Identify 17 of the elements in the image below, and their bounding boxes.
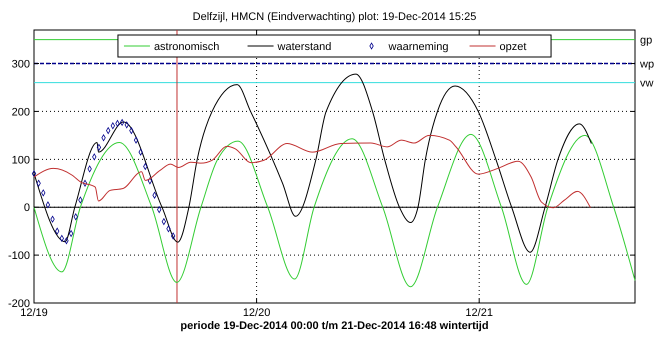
legend-label: waterstand [276,41,332,53]
ref-line-label: gp [640,34,652,47]
y-tick-label: 200 [12,106,30,118]
x-axis-title: periode 19-Dec-2014 00:00 t/m 21-Dec-2014 16:48 wintertijd [180,320,489,332]
legend-label: opzet [500,41,526,53]
chart-title: Delfzijl, HMCN (Eindverwachting) plot: 19-Dec-2014 15:25 [192,11,476,23]
legend-label: astronomisch [154,41,220,53]
x-tick-label: 12/19 [20,307,48,319]
x-tick-label: 12/21 [465,307,493,319]
ref-line-label: vw [640,78,654,90]
y-tick-label: -100 [8,250,30,262]
y-tick-label: 300 [12,58,30,71]
y-tick-label: 100 [12,154,30,166]
ref-line-label: wp [639,58,654,71]
legend-label: waarneming [388,41,448,53]
y-tick-label: 0 [24,202,30,214]
x-tick-label: 12/20 [242,307,270,319]
